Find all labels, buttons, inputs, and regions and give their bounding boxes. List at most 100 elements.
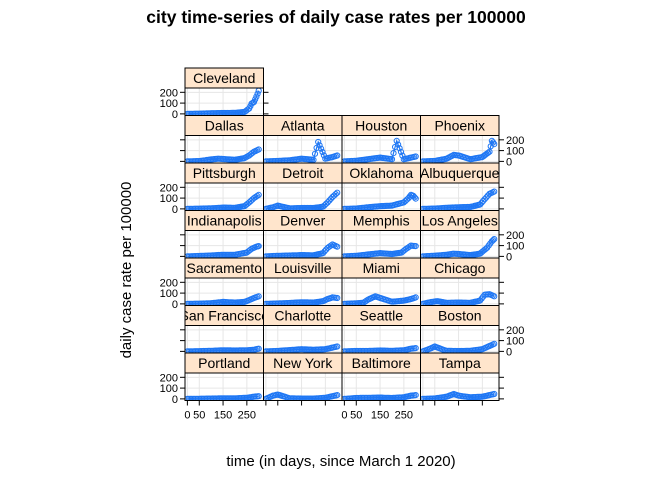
- strip-label-houston: Houston: [355, 118, 407, 134]
- panel-chicago: Chicago: [420, 257, 500, 306]
- data-point: [411, 194, 418, 201]
- series-los-angeles: [420, 236, 498, 258]
- data-point: [255, 243, 262, 250]
- data-point: [491, 188, 498, 195]
- y-tick-label: 100: [160, 383, 178, 395]
- strip-label-phoenix: Phoenix: [434, 118, 485, 134]
- y-tick-label: 200: [506, 230, 524, 242]
- strip-label-seattle: Seattle: [359, 308, 403, 324]
- y-tick-label: 200: [506, 325, 524, 337]
- strip-label-albuquerque: Albuquerque: [420, 165, 500, 181]
- data-point: [412, 243, 419, 250]
- data-point: [310, 156, 317, 163]
- strip-label-denver: Denver: [280, 213, 325, 229]
- y-tick-label: 0: [506, 156, 512, 168]
- panel-boston: Boston: [420, 305, 500, 354]
- y-tick-label: 200: [160, 182, 178, 194]
- x-tick-label: 0: [184, 410, 190, 422]
- strip-label-oklahoma: Oklahoma: [349, 165, 413, 181]
- series-indianapolis: [185, 243, 262, 258]
- strip-label-san-francisco: San Francisco: [180, 308, 270, 324]
- data-point: [254, 192, 261, 199]
- panel-albuquerque: Albuquerque: [420, 162, 500, 211]
- panel-charlotte: Charlotte: [263, 305, 343, 354]
- series-tampa: [420, 390, 498, 401]
- y-tick-label: 100: [160, 288, 178, 300]
- panel-seattle: Seattle: [341, 305, 421, 354]
- panel-baltimore: Baltimore: [341, 352, 421, 401]
- panel-louisville: Louisville: [263, 257, 343, 306]
- data-point: [323, 200, 330, 207]
- y-tick-label: 0: [172, 109, 178, 121]
- x-tick-label: 250: [395, 410, 413, 422]
- data-point: [478, 199, 485, 206]
- panel-denver: Denver: [263, 210, 343, 259]
- x-tick-label: 0: [341, 410, 347, 422]
- y-tick-label: 100: [506, 241, 524, 253]
- data-point: [395, 141, 402, 148]
- data-point: [255, 345, 262, 352]
- x-tick-label: 150: [371, 410, 389, 422]
- y-tick-label: 0: [172, 394, 178, 406]
- data-point: [334, 392, 341, 399]
- series-new-york: [263, 391, 341, 401]
- y-tick-label: 0: [172, 299, 178, 311]
- strip-label-dallas: Dallas: [205, 118, 244, 134]
- data-point: [481, 196, 488, 203]
- data-point: [326, 197, 333, 204]
- data-point: [491, 293, 498, 300]
- data-point: [485, 149, 492, 156]
- panel-los-angeles: Los Angeles: [420, 210, 500, 259]
- panel-tampa: Tampa: [420, 352, 500, 401]
- panel-indianapolis: Indianapolis: [184, 210, 264, 259]
- x-tick-label: 250: [238, 410, 256, 422]
- panel-houston: Houston: [341, 115, 421, 164]
- y-axis-label: daily case rate per 100000: [118, 182, 135, 359]
- data-point: [249, 149, 256, 156]
- series-houston: [342, 137, 419, 163]
- data-point: [483, 194, 490, 201]
- panel-oklahoma: Oklahoma: [341, 162, 421, 211]
- data-point: [334, 343, 341, 350]
- strip-label-memphis: Memphis: [353, 213, 410, 229]
- strip-label-los-angeles: Los Angeles: [422, 213, 498, 229]
- data-point: [412, 153, 419, 160]
- data-point: [327, 195, 334, 202]
- y-tick-label: 100: [506, 336, 524, 348]
- panel-san-francisco: San Francisco: [180, 305, 270, 354]
- data-point: [480, 197, 487, 205]
- data-point: [324, 199, 331, 206]
- panel-phoenix: Phoenix: [420, 115, 500, 164]
- data-point: [396, 145, 403, 152]
- data-point: [412, 345, 419, 352]
- data-point: [412, 195, 419, 202]
- y-tick-label: 200: [160, 87, 178, 99]
- strip-label-baltimore: Baltimore: [352, 355, 411, 371]
- data-point: [321, 248, 328, 255]
- strip-label-tampa: Tampa: [439, 355, 481, 371]
- data-point: [319, 250, 327, 257]
- panel-miami: Miami: [341, 257, 421, 306]
- series-dallas: [185, 146, 262, 163]
- panel-new-york: New York: [263, 352, 343, 401]
- data-point: [390, 150, 397, 157]
- data-point: [491, 390, 498, 398]
- series-detroit: [263, 189, 341, 211]
- panel-detroit: Detroit: [263, 162, 343, 211]
- data-point: [334, 152, 341, 159]
- strip-label-sacramento: Sacramento: [187, 260, 263, 276]
- y-tick-label: 100: [160, 193, 178, 205]
- data-point: [490, 237, 497, 244]
- panel-memphis: Memphis: [341, 210, 421, 259]
- panel-dallas: Dallas: [184, 115, 264, 164]
- y-tick-label: 0: [506, 251, 512, 263]
- data-point: [388, 156, 396, 163]
- strip-label-louisville: Louisville: [274, 260, 332, 276]
